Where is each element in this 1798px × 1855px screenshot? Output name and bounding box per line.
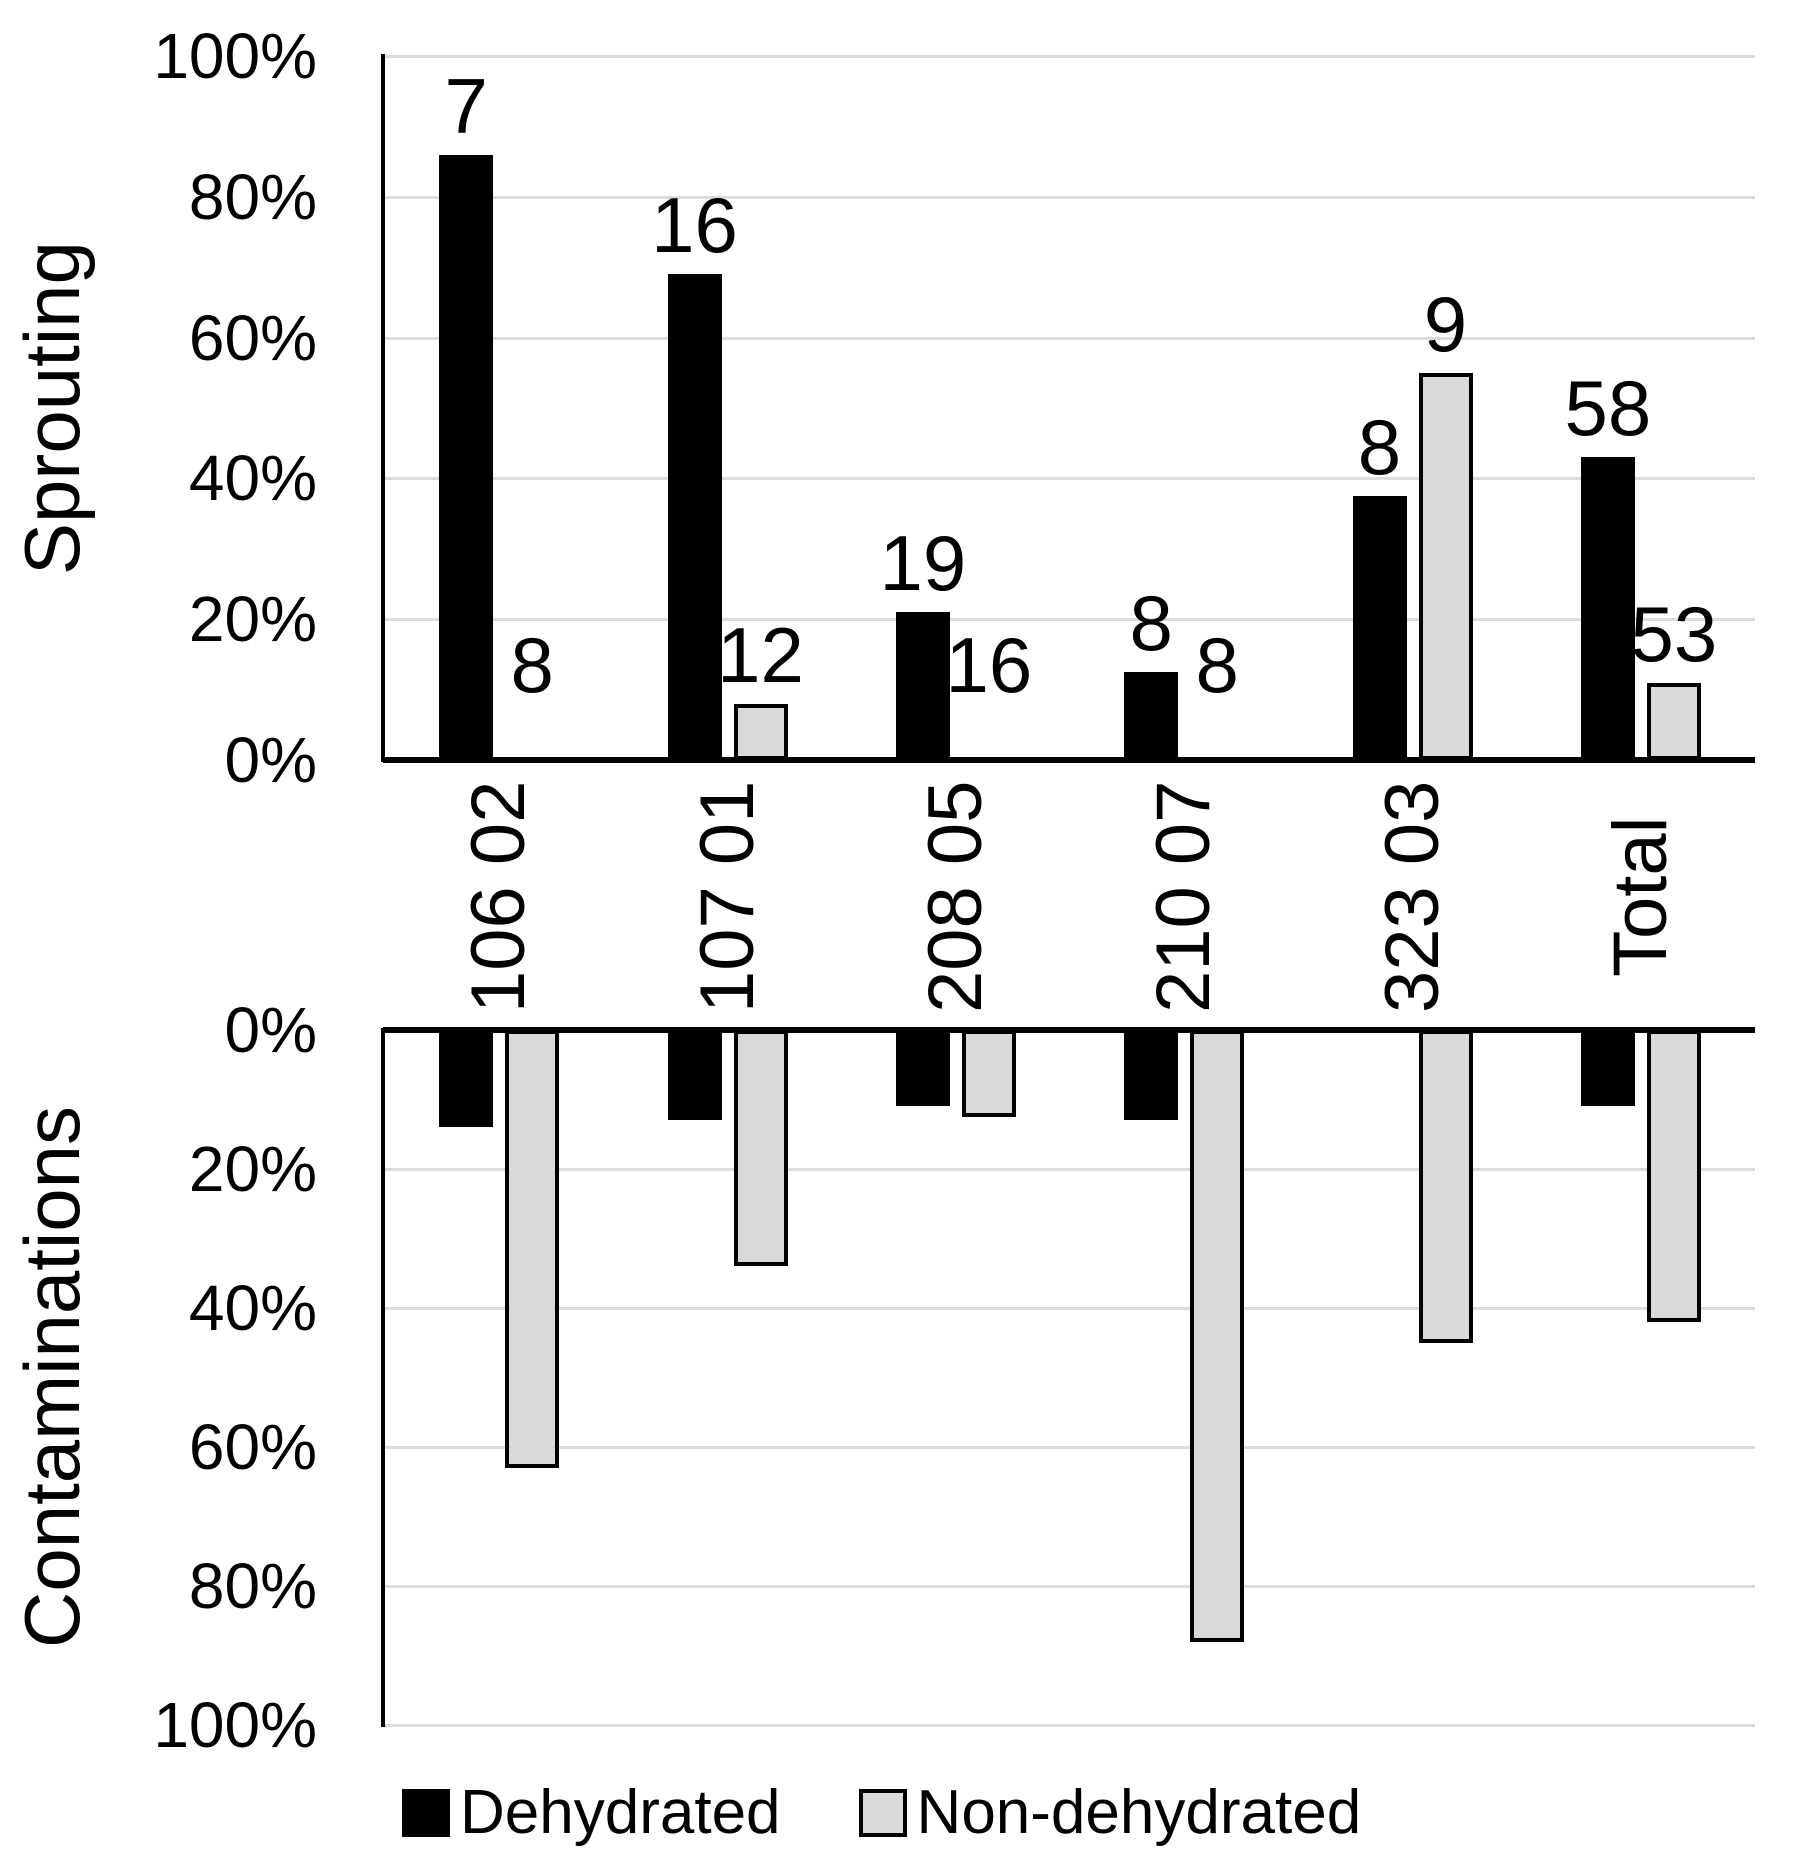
- dehydrated-swatch-icon: [402, 1789, 450, 1837]
- gridline: [385, 55, 1755, 58]
- legend-label-non-dehydrated: Non-dehydrated: [916, 1778, 1362, 1847]
- y-tick-label: 100%: [153, 20, 317, 92]
- gridline: [385, 195, 1755, 199]
- bar-non-dehydrated: [1418, 1030, 1473, 1343]
- bar-dehydrated: [1580, 457, 1635, 760]
- bar-non-dehydrated: [1190, 1030, 1245, 1642]
- gridline: [385, 1168, 1755, 1171]
- legend-item-non-dehydrated: Non-dehydrated: [858, 1778, 1362, 1847]
- bar-dehydrated: [667, 1030, 722, 1120]
- data-label: 53: [1630, 590, 1718, 678]
- x-axis-line: [383, 757, 1755, 763]
- bar-dehydrated: [667, 274, 722, 760]
- bar-dehydrated: [439, 155, 494, 760]
- gridline: [385, 1307, 1755, 1310]
- bar-non-dehydrated: [733, 1030, 788, 1266]
- data-label: 16: [651, 181, 738, 269]
- gridline: [385, 477, 1755, 481]
- data-label: 8: [510, 621, 554, 709]
- bar-dehydrated: [895, 1030, 950, 1106]
- legend: Dehydrated Non-dehydrated: [402, 1782, 1361, 1844]
- bar-dehydrated: [1352, 496, 1407, 760]
- legend-label-dehydrated: Dehydrated: [460, 1778, 781, 1847]
- gridline: [385, 1585, 1755, 1588]
- gridline: [385, 618, 1755, 622]
- y-tick-label: 20%: [188, 1133, 317, 1205]
- y-tick-label: 80%: [188, 160, 317, 233]
- data-label: 8: [1357, 403, 1402, 491]
- y-tick-label: 40%: [188, 1272, 317, 1344]
- y-tick-label: 100%: [153, 1689, 317, 1761]
- bar-dehydrated: [439, 1030, 494, 1127]
- data-label: 19: [879, 519, 967, 607]
- bar-dehydrated: [895, 612, 950, 760]
- data-label: 12: [717, 611, 804, 699]
- gridline: [385, 1724, 1755, 1727]
- sprouting-chart: 7 16 19 8 8 58 8 12 16 8 9 53 100% 80% 60% 40% 20% 0%: [0, 0, 1798, 900]
- data-label: 16: [945, 621, 1033, 709]
- y-tick-label: 60%: [188, 301, 317, 374]
- y-tick-label: 80%: [188, 1550, 317, 1622]
- y-tick-label: 0%: [224, 724, 318, 796]
- gridline: [385, 336, 1755, 340]
- x-axis-line: [383, 1027, 1755, 1033]
- y-tick-label: 20%: [188, 583, 317, 656]
- y-axis-line: [381, 1028, 385, 1727]
- data-label: 58: [1564, 364, 1652, 452]
- data-label: 7: [444, 62, 488, 150]
- y-tick-label: 60%: [188, 1411, 317, 1483]
- bar-non-dehydrated: [505, 1030, 560, 1468]
- non-dehydrated-swatch-icon: [858, 1789, 907, 1837]
- bar-dehydrated: [1124, 1030, 1179, 1120]
- data-label: 8: [1195, 621, 1239, 709]
- legend-item-dehydrated: Dehydrated: [402, 1782, 781, 1844]
- bar-dehydrated: [1580, 1030, 1635, 1106]
- bar-non-dehydrated: [1646, 1030, 1701, 1322]
- data-label: 8: [1129, 579, 1173, 667]
- bar-dehydrated: [1124, 672, 1179, 760]
- bar-non-dehydrated: [1646, 683, 1701, 760]
- bar-non-dehydrated: [961, 1030, 1016, 1117]
- bar-non-dehydrated: [1418, 373, 1473, 760]
- gridline: [385, 1446, 1755, 1449]
- y-tick-label: 40%: [188, 442, 317, 515]
- y-axis-line: [381, 54, 385, 762]
- data-label: 9: [1423, 280, 1468, 368]
- y-tick-label: 0%: [224, 994, 318, 1066]
